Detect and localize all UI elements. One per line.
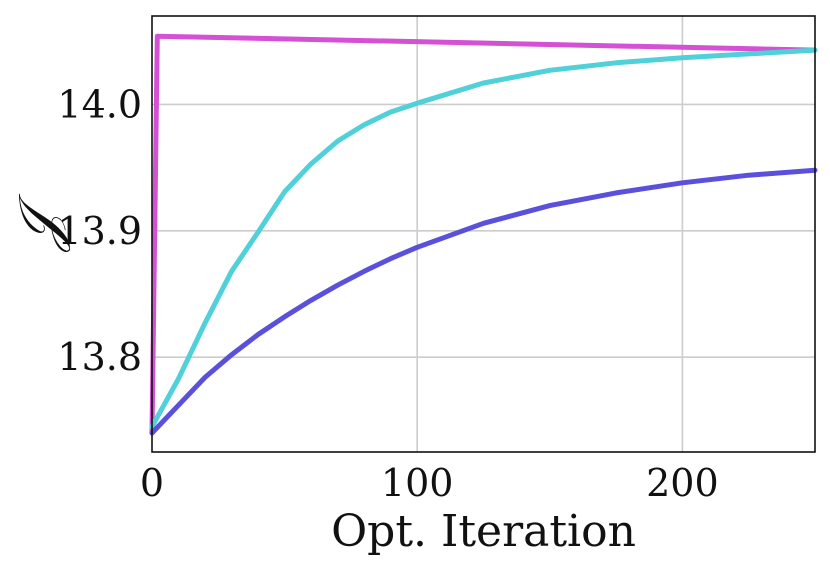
x-tick-label: 200 xyxy=(646,461,719,505)
grid-layer xyxy=(152,16,815,452)
y-axis-label: 𝒥 xyxy=(7,193,72,253)
x-axis-label: Opt. Iteration xyxy=(331,506,636,557)
y-tick-label: 14.0 xyxy=(57,82,142,126)
series-line-3 xyxy=(149,167,818,436)
series-line-2 xyxy=(149,47,818,430)
plot-frame xyxy=(151,15,816,453)
tick-layer: 0 100 200 13.8 13.9 14.0 xyxy=(57,82,718,505)
y-tick-label: 13.9 xyxy=(57,209,142,253)
x-tick-label: 100 xyxy=(381,461,454,505)
y-tick-label: 13.8 xyxy=(57,335,142,379)
x-tick-label: 0 xyxy=(140,461,164,505)
series-line-1 xyxy=(149,33,818,436)
series-layer xyxy=(149,33,818,436)
